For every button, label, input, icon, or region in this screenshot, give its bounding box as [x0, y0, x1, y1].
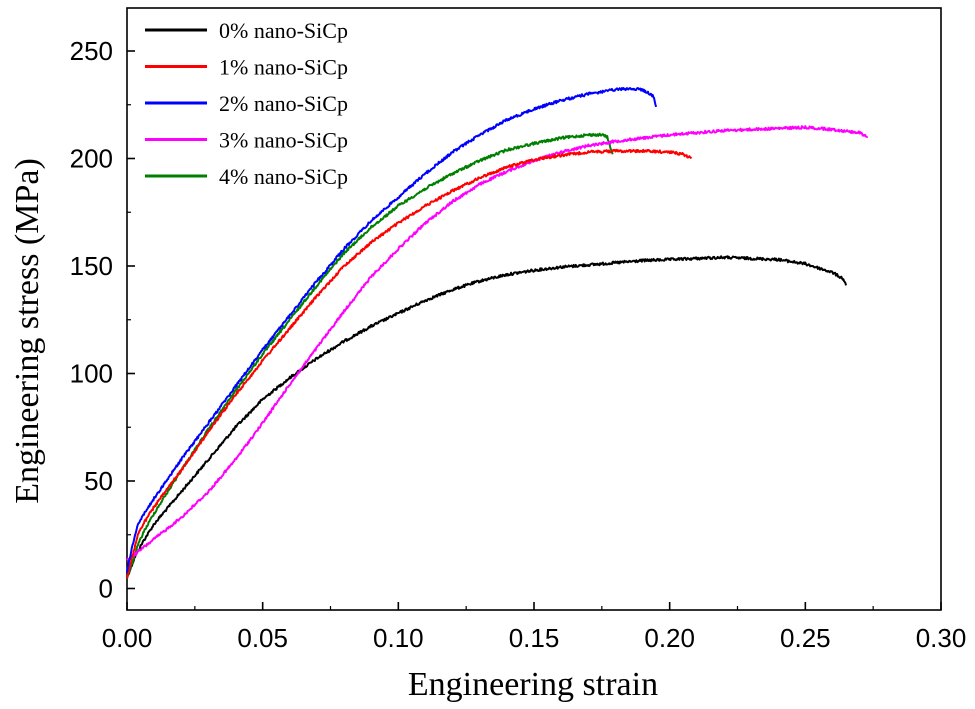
y-tick-label: 0: [99, 574, 113, 604]
y-tick-label: 150: [70, 251, 113, 281]
x-tick-label: 0.20: [644, 623, 695, 653]
y-axis-ticks: 0 50 100 150 200 250: [70, 36, 135, 604]
legend-label: 3% nano-SiCp: [219, 128, 348, 153]
legend-label: 4% nano-SiCp: [219, 164, 348, 189]
series-line-3: [126, 125, 869, 562]
series-lines: [126, 87, 869, 579]
y-tick-label: 100: [70, 359, 113, 389]
series-line-1: [126, 148, 693, 579]
series-line-0: [126, 255, 847, 579]
x-axis-title: Engineering strain: [408, 666, 658, 703]
x-tick-label: 0.10: [373, 623, 424, 653]
series-line-2: [126, 87, 658, 573]
x-tick-label: 0.30: [916, 623, 967, 653]
legend-label: 0% nano-SiCp: [219, 18, 348, 43]
y-tick-label: 200: [70, 144, 113, 174]
legend-label: 1% nano-SiCp: [219, 55, 348, 80]
y-axis-title: Engineering stress (MPa): [9, 158, 46, 504]
x-tick-label: 0.00: [102, 623, 153, 653]
x-axis-ticks: 0.00 0.05 0.10 0.15 0.20 0.25 0.30: [102, 602, 967, 653]
x-tick-label: 0.05: [237, 623, 288, 653]
legend: 0% nano-SiCp 1% nano-SiCp 2% nano-SiCp 3% n…: [145, 18, 348, 189]
legend-label: 2% nano-SiCp: [219, 91, 348, 116]
y-tick-label: 250: [70, 36, 113, 66]
y-tick-label: 50: [84, 466, 113, 496]
series-line-4: [126, 132, 614, 579]
x-tick-label: 0.15: [509, 623, 560, 653]
x-tick-label: 0.25: [780, 623, 831, 653]
